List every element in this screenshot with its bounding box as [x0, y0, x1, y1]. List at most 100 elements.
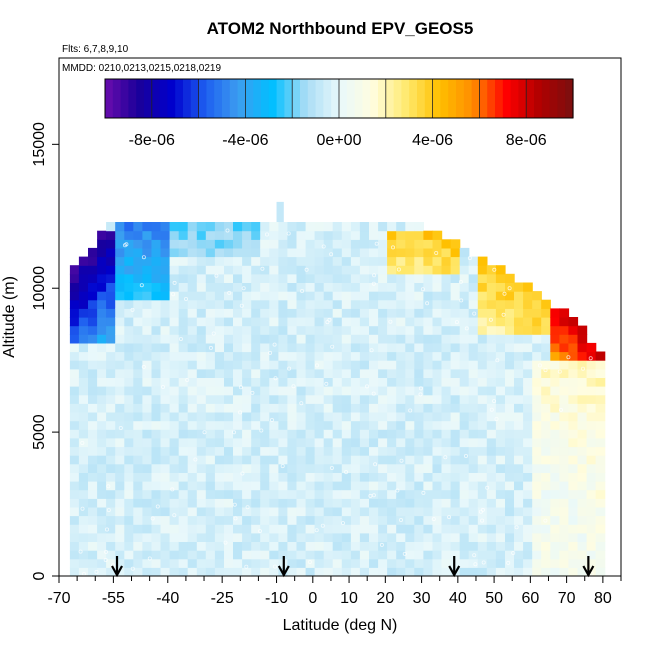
heat-cell: [586, 360, 597, 370]
heat-cell: [387, 437, 397, 448]
heat-cell: [359, 437, 370, 448]
heat-cell: [350, 282, 361, 292]
colorbar-segment: [510, 79, 519, 118]
sample-point: [232, 502, 237, 507]
heat-cell: [350, 360, 361, 370]
heat-cell: [541, 360, 551, 370]
heat-cell: [323, 394, 334, 404]
heat-cell: [568, 420, 579, 430]
heat-cell: [541, 325, 551, 335]
heat-cell: [314, 515, 325, 525]
sample-point: [172, 280, 177, 285]
heat-cell: [233, 532, 243, 542]
heat-cell: [314, 532, 325, 542]
heat-cell: [568, 446, 579, 456]
colorbar-tick-label: 4e-06: [412, 132, 453, 149]
heat-cell: [133, 429, 143, 439]
sample-point: [537, 363, 542, 368]
heat-cell: [323, 282, 334, 292]
heat-cell: [196, 412, 207, 422]
heat-cell: [214, 498, 225, 508]
heat-cell: [486, 386, 497, 396]
heat-cell: [88, 463, 98, 473]
heat-cell: [396, 334, 406, 344]
sample-point: [372, 273, 377, 278]
heat-cell: [486, 412, 497, 422]
heat-cell: [106, 265, 116, 275]
heat-cell: [142, 420, 153, 430]
sample-point: [245, 505, 250, 510]
colorbar-segment: [167, 79, 176, 118]
heat-cell: [124, 532, 134, 542]
heat-cell: [278, 351, 289, 361]
heat-cell: [396, 532, 406, 542]
x-tick-label: 10: [340, 590, 358, 607]
heat-cell: [224, 472, 234, 482]
heat-cell: [205, 377, 216, 387]
heat-cell: [88, 368, 98, 378]
heat-cell: [314, 334, 325, 344]
heat-cell: [369, 377, 379, 387]
heat-cell: [106, 325, 116, 335]
heat-cell: [586, 455, 597, 465]
heat-cell: [541, 412, 551, 422]
heat-cell: [441, 360, 452, 370]
heat-cell: [151, 308, 162, 318]
heat-cell: [106, 515, 116, 525]
x-tick-label: -55: [102, 590, 125, 607]
heat-cell: [78, 558, 89, 568]
heat-cell: [224, 403, 234, 413]
heat-cell: [242, 481, 252, 491]
heat-cell: [287, 498, 298, 508]
heat-cell: [532, 567, 542, 576]
heat-cell: [278, 317, 289, 327]
heat-cell: [214, 351, 225, 361]
heat-cell: [115, 437, 125, 448]
heat-cell: [133, 403, 143, 413]
heat-cell: [523, 394, 533, 404]
heat-cell: [441, 429, 452, 439]
heat-cell: [332, 481, 343, 491]
heat-cell: [359, 403, 370, 413]
heat-cell: [532, 394, 542, 404]
heat-cell: [350, 247, 361, 258]
heat-cell: [396, 515, 406, 525]
heat-cell: [251, 524, 261, 534]
heat-cell: [260, 394, 270, 404]
heat-cell: [550, 394, 560, 404]
sample-point: [193, 457, 198, 462]
heat-cell: [305, 412, 316, 422]
heat-cell: [505, 481, 515, 491]
heat-cell: [505, 455, 515, 465]
colorbar-segment: [136, 79, 145, 118]
heat-cell: [323, 239, 334, 249]
heat-cell: [278, 472, 289, 482]
heat-cell: [523, 446, 533, 456]
heat-cell: [69, 437, 80, 448]
heat-cell: [233, 489, 243, 499]
heat-cell: [359, 455, 370, 465]
heat-cell: [178, 308, 189, 318]
heat-cell: [468, 455, 479, 465]
heat-cell: [341, 360, 352, 370]
heat-cell: [187, 247, 198, 258]
heat-cell: [323, 334, 334, 344]
heat-cell: [242, 325, 252, 335]
sample-point: [147, 556, 152, 561]
heat-cell: [251, 386, 261, 396]
heat-cell: [97, 239, 107, 249]
heat-cell: [160, 437, 171, 448]
heat-cell: [296, 230, 307, 240]
sample-point: [371, 281, 376, 286]
heat-cell: [269, 550, 279, 560]
heat-cell: [477, 334, 488, 344]
heat-cell: [251, 541, 261, 551]
sample-point: [472, 553, 477, 558]
heat-cell: [396, 412, 406, 422]
heat-cell: [251, 489, 261, 499]
heat-cell: [332, 403, 343, 413]
heat-cell: [387, 515, 397, 525]
heat-cell: [405, 256, 415, 266]
heat-cell: [332, 429, 343, 439]
heat-cell: [450, 308, 461, 318]
